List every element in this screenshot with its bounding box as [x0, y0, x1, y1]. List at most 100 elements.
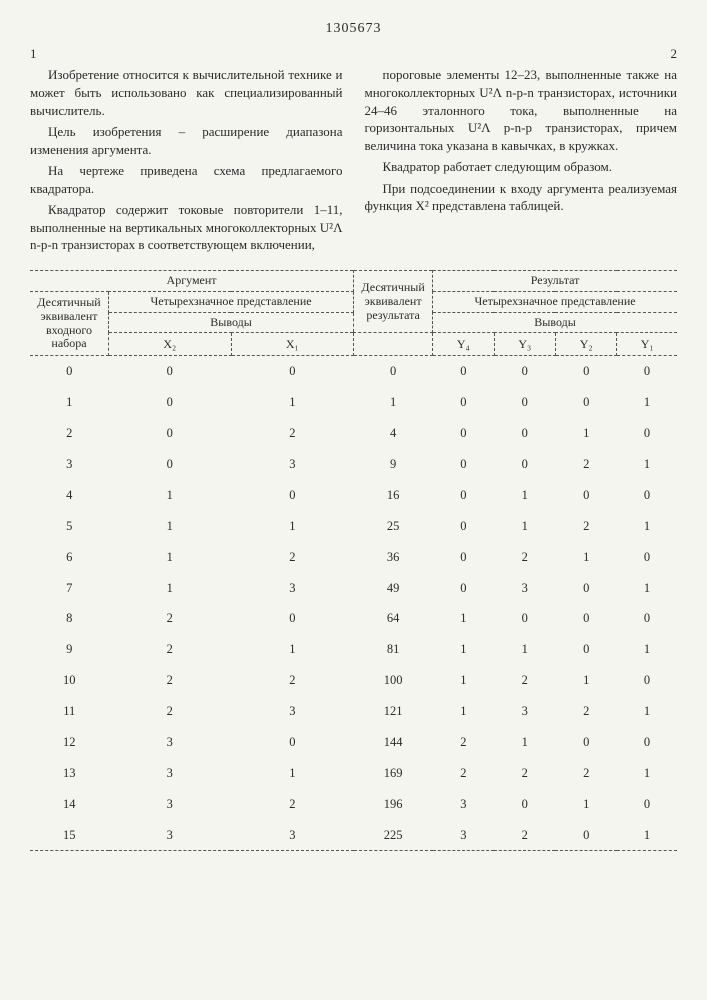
table-cell: 0 — [231, 727, 354, 758]
table-cell: 14 — [30, 789, 109, 820]
table-row: 00000000 — [30, 356, 677, 387]
table-cell: 0 — [231, 603, 354, 634]
table-cell: 0 — [555, 603, 616, 634]
text-columns: Изобретение относится к вычислительной т… — [30, 66, 677, 257]
table-cell: 2 — [231, 542, 354, 573]
table-cell: 1 — [109, 573, 232, 604]
table-row: 612360210 — [30, 542, 677, 573]
table-row: 13311692221 — [30, 758, 677, 789]
table-cell: 3 — [433, 820, 494, 851]
table-cell: 1 — [617, 634, 677, 665]
table-cell: 0 — [494, 356, 555, 387]
table-cell: 5 — [30, 511, 109, 542]
table-cell: 0 — [555, 387, 616, 418]
th-x2: X₂ — [109, 333, 232, 356]
document-id: 1305673 — [30, 20, 677, 39]
table-cell: 0 — [109, 449, 232, 480]
table-row: 12301442100 — [30, 727, 677, 758]
table-cell: 1 — [231, 511, 354, 542]
th-outputs-r: Выводы — [433, 312, 677, 333]
table-cell: 2 — [555, 511, 616, 542]
table-cell: 0 — [617, 356, 677, 387]
th-four-rep-r: Четырехзначное представление — [433, 291, 677, 312]
table-cell: 1 — [617, 758, 677, 789]
table-row: 15332253201 — [30, 820, 677, 851]
table-cell: 1 — [555, 789, 616, 820]
table-cell: 0 — [617, 727, 677, 758]
table-cell: 7 — [30, 573, 109, 604]
table-cell: 4 — [30, 480, 109, 511]
table-cell: 1 — [494, 480, 555, 511]
table-cell: 0 — [555, 356, 616, 387]
table-cell: 3 — [30, 449, 109, 480]
table-row: 11231211321 — [30, 696, 677, 727]
table-cell: 2 — [555, 758, 616, 789]
para: На чертеже приведена схема предлагаемого… — [30, 162, 343, 197]
table-cell: 0 — [617, 789, 677, 820]
left-column: Изобретение относится к вычислительной т… — [30, 66, 343, 257]
table-cell: 1 — [231, 758, 354, 789]
table-cell: 1 — [617, 696, 677, 727]
table-cell: 1 — [30, 387, 109, 418]
para: Квадратор содержит токовые повторители 1… — [30, 201, 343, 254]
th-y3: Y₃ — [494, 333, 555, 356]
table-cell: 1 — [617, 573, 677, 604]
th-outputs-a: Выводы — [109, 312, 354, 333]
table-cell: 9 — [354, 449, 433, 480]
table-cell: 3 — [231, 449, 354, 480]
table-cell: 0 — [433, 573, 494, 604]
table-cell: 2 — [555, 449, 616, 480]
table-cell: 2 — [109, 634, 232, 665]
table-cell: 0 — [433, 480, 494, 511]
table-cell: 1 — [109, 511, 232, 542]
th-y1: Y₁ — [617, 333, 677, 356]
table-cell: 64 — [354, 603, 433, 634]
table-cell: 2 — [109, 603, 232, 634]
table-cell: 1 — [433, 696, 494, 727]
table-cell: 1 — [433, 603, 494, 634]
table-cell: 13 — [30, 758, 109, 789]
table-cell: 8 — [30, 603, 109, 634]
table-cell: 3 — [494, 696, 555, 727]
table-cell: 15 — [30, 820, 109, 851]
table-cell: 25 — [354, 511, 433, 542]
table-cell: 0 — [433, 418, 494, 449]
table-cell: 0 — [617, 542, 677, 573]
th-dec-input: Десятичный эквивалент входного набора — [30, 291, 109, 356]
table-cell: 2 — [30, 418, 109, 449]
para: Квадратор работает следующим образом. — [365, 158, 678, 176]
table-cell: 1 — [231, 634, 354, 665]
table-cell: 0 — [231, 356, 354, 387]
table-cell: 2 — [433, 758, 494, 789]
table-row: 10221001210 — [30, 665, 677, 696]
table-cell: 1 — [433, 665, 494, 696]
table-cell: 0 — [617, 418, 677, 449]
table-cell: 1 — [555, 418, 616, 449]
table-cell: 1 — [494, 727, 555, 758]
table-cell: 36 — [354, 542, 433, 573]
table-cell: 0 — [433, 511, 494, 542]
table-cell: 11 — [30, 696, 109, 727]
page-num-left: 1 — [30, 45, 37, 63]
table-cell: 10 — [30, 665, 109, 696]
table-cell: 0 — [555, 820, 616, 851]
table-cell: 0 — [617, 480, 677, 511]
table-cell: 3 — [109, 758, 232, 789]
table-cell: 2 — [494, 665, 555, 696]
table-cell: 0 — [494, 603, 555, 634]
table-cell: 2 — [494, 542, 555, 573]
table-cell: 0 — [109, 418, 232, 449]
th-x1: X₁ — [231, 333, 354, 356]
table-cell: 2 — [494, 758, 555, 789]
table-cell: 0 — [555, 727, 616, 758]
table-cell: 16 — [354, 480, 433, 511]
table-cell: 1 — [617, 820, 677, 851]
table-cell: 4 — [354, 418, 433, 449]
th-result: Результат — [433, 270, 677, 291]
th-dec-result: Десятичный эквивалент результата — [354, 270, 433, 332]
table-row: 30390021 — [30, 449, 677, 480]
table-cell: 3 — [109, 820, 232, 851]
table-cell: 3 — [231, 820, 354, 851]
table-cell: 1 — [109, 542, 232, 573]
table-cell: 0 — [494, 387, 555, 418]
